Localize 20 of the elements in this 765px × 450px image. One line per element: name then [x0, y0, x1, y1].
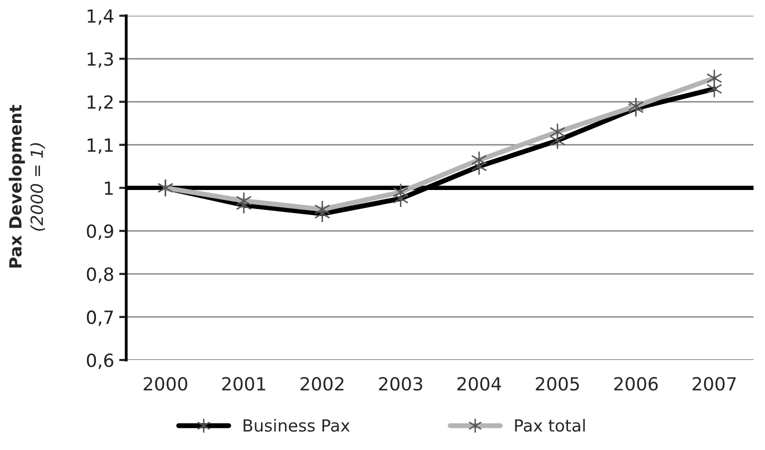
y-tick-label: 0,8 [86, 267, 114, 283]
y-tick-label: 0,6 [86, 353, 114, 369]
y-tick-label: 1,1 [88, 138, 113, 154]
legend-label: Pax total [515, 418, 585, 432]
y-tick-label: 0,7 [86, 310, 113, 326]
x-tick-label: 2001 [222, 376, 266, 391]
x-tick-label: 2006 [614, 376, 658, 391]
legend-label: Business Pax [244, 418, 350, 432]
y-tick-label: 1 [104, 182, 113, 195]
y-tick-label: 1,4 [88, 9, 114, 25]
x-tick-label: 2004 [457, 376, 502, 391]
y-tick-label: 1,2 [88, 95, 113, 111]
x-tick-label: 2000 [144, 376, 188, 391]
x-tick-label: 2005 [536, 376, 579, 391]
y-axis-title: Pax Development (2000 = 1) [8, 104, 46, 268]
x-tick-label: 2007 [692, 376, 736, 391]
x-tick-label: 2002 [300, 376, 344, 391]
y-tick-label: 0,9 [86, 224, 114, 240]
x-tick-label: 2003 [379, 376, 422, 391]
y-tick-label: 1,3 [88, 52, 113, 68]
